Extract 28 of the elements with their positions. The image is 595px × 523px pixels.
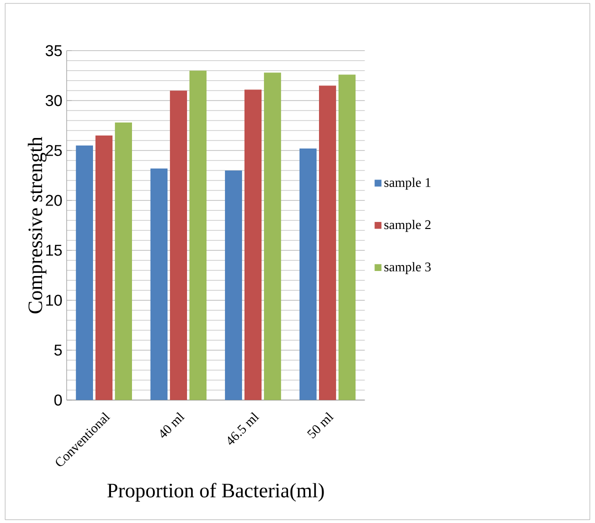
bar bbox=[338, 74, 356, 400]
y-tick-label: 35 bbox=[46, 45, 62, 56]
bar bbox=[170, 90, 188, 400]
bar bbox=[264, 72, 282, 400]
y-tick-label: 10 bbox=[46, 294, 62, 306]
bar bbox=[318, 86, 336, 400]
y-tick-label: 30 bbox=[46, 94, 62, 106]
legend-label: sample 1 bbox=[384, 178, 430, 190]
y-axis-title: Compressive strength bbox=[28, 136, 46, 314]
bar bbox=[76, 145, 93, 400]
y-tick-label: 20 bbox=[46, 194, 62, 206]
bar bbox=[95, 135, 112, 400]
y-tick-label: 15 bbox=[46, 244, 62, 256]
bar bbox=[189, 70, 207, 400]
x-tick-label: 46.5 ml bbox=[228, 412, 260, 445]
legend-label: sample 2 bbox=[384, 220, 430, 232]
bar bbox=[244, 90, 262, 400]
bar bbox=[299, 148, 317, 400]
bar bbox=[114, 122, 132, 400]
y-tick-label: 25 bbox=[46, 144, 62, 156]
y-tick-label: 5 bbox=[54, 344, 62, 356]
bar bbox=[150, 168, 168, 400]
y-tick-label: 0 bbox=[54, 394, 62, 406]
bar bbox=[224, 170, 242, 400]
x-tick-label: 40 ml bbox=[160, 412, 185, 438]
x-tick-label: 50 ml bbox=[307, 412, 334, 438]
x-axis-title: Proportion of Bacteria(ml) bbox=[107, 482, 324, 502]
legend-label: sample 3 bbox=[384, 262, 431, 274]
